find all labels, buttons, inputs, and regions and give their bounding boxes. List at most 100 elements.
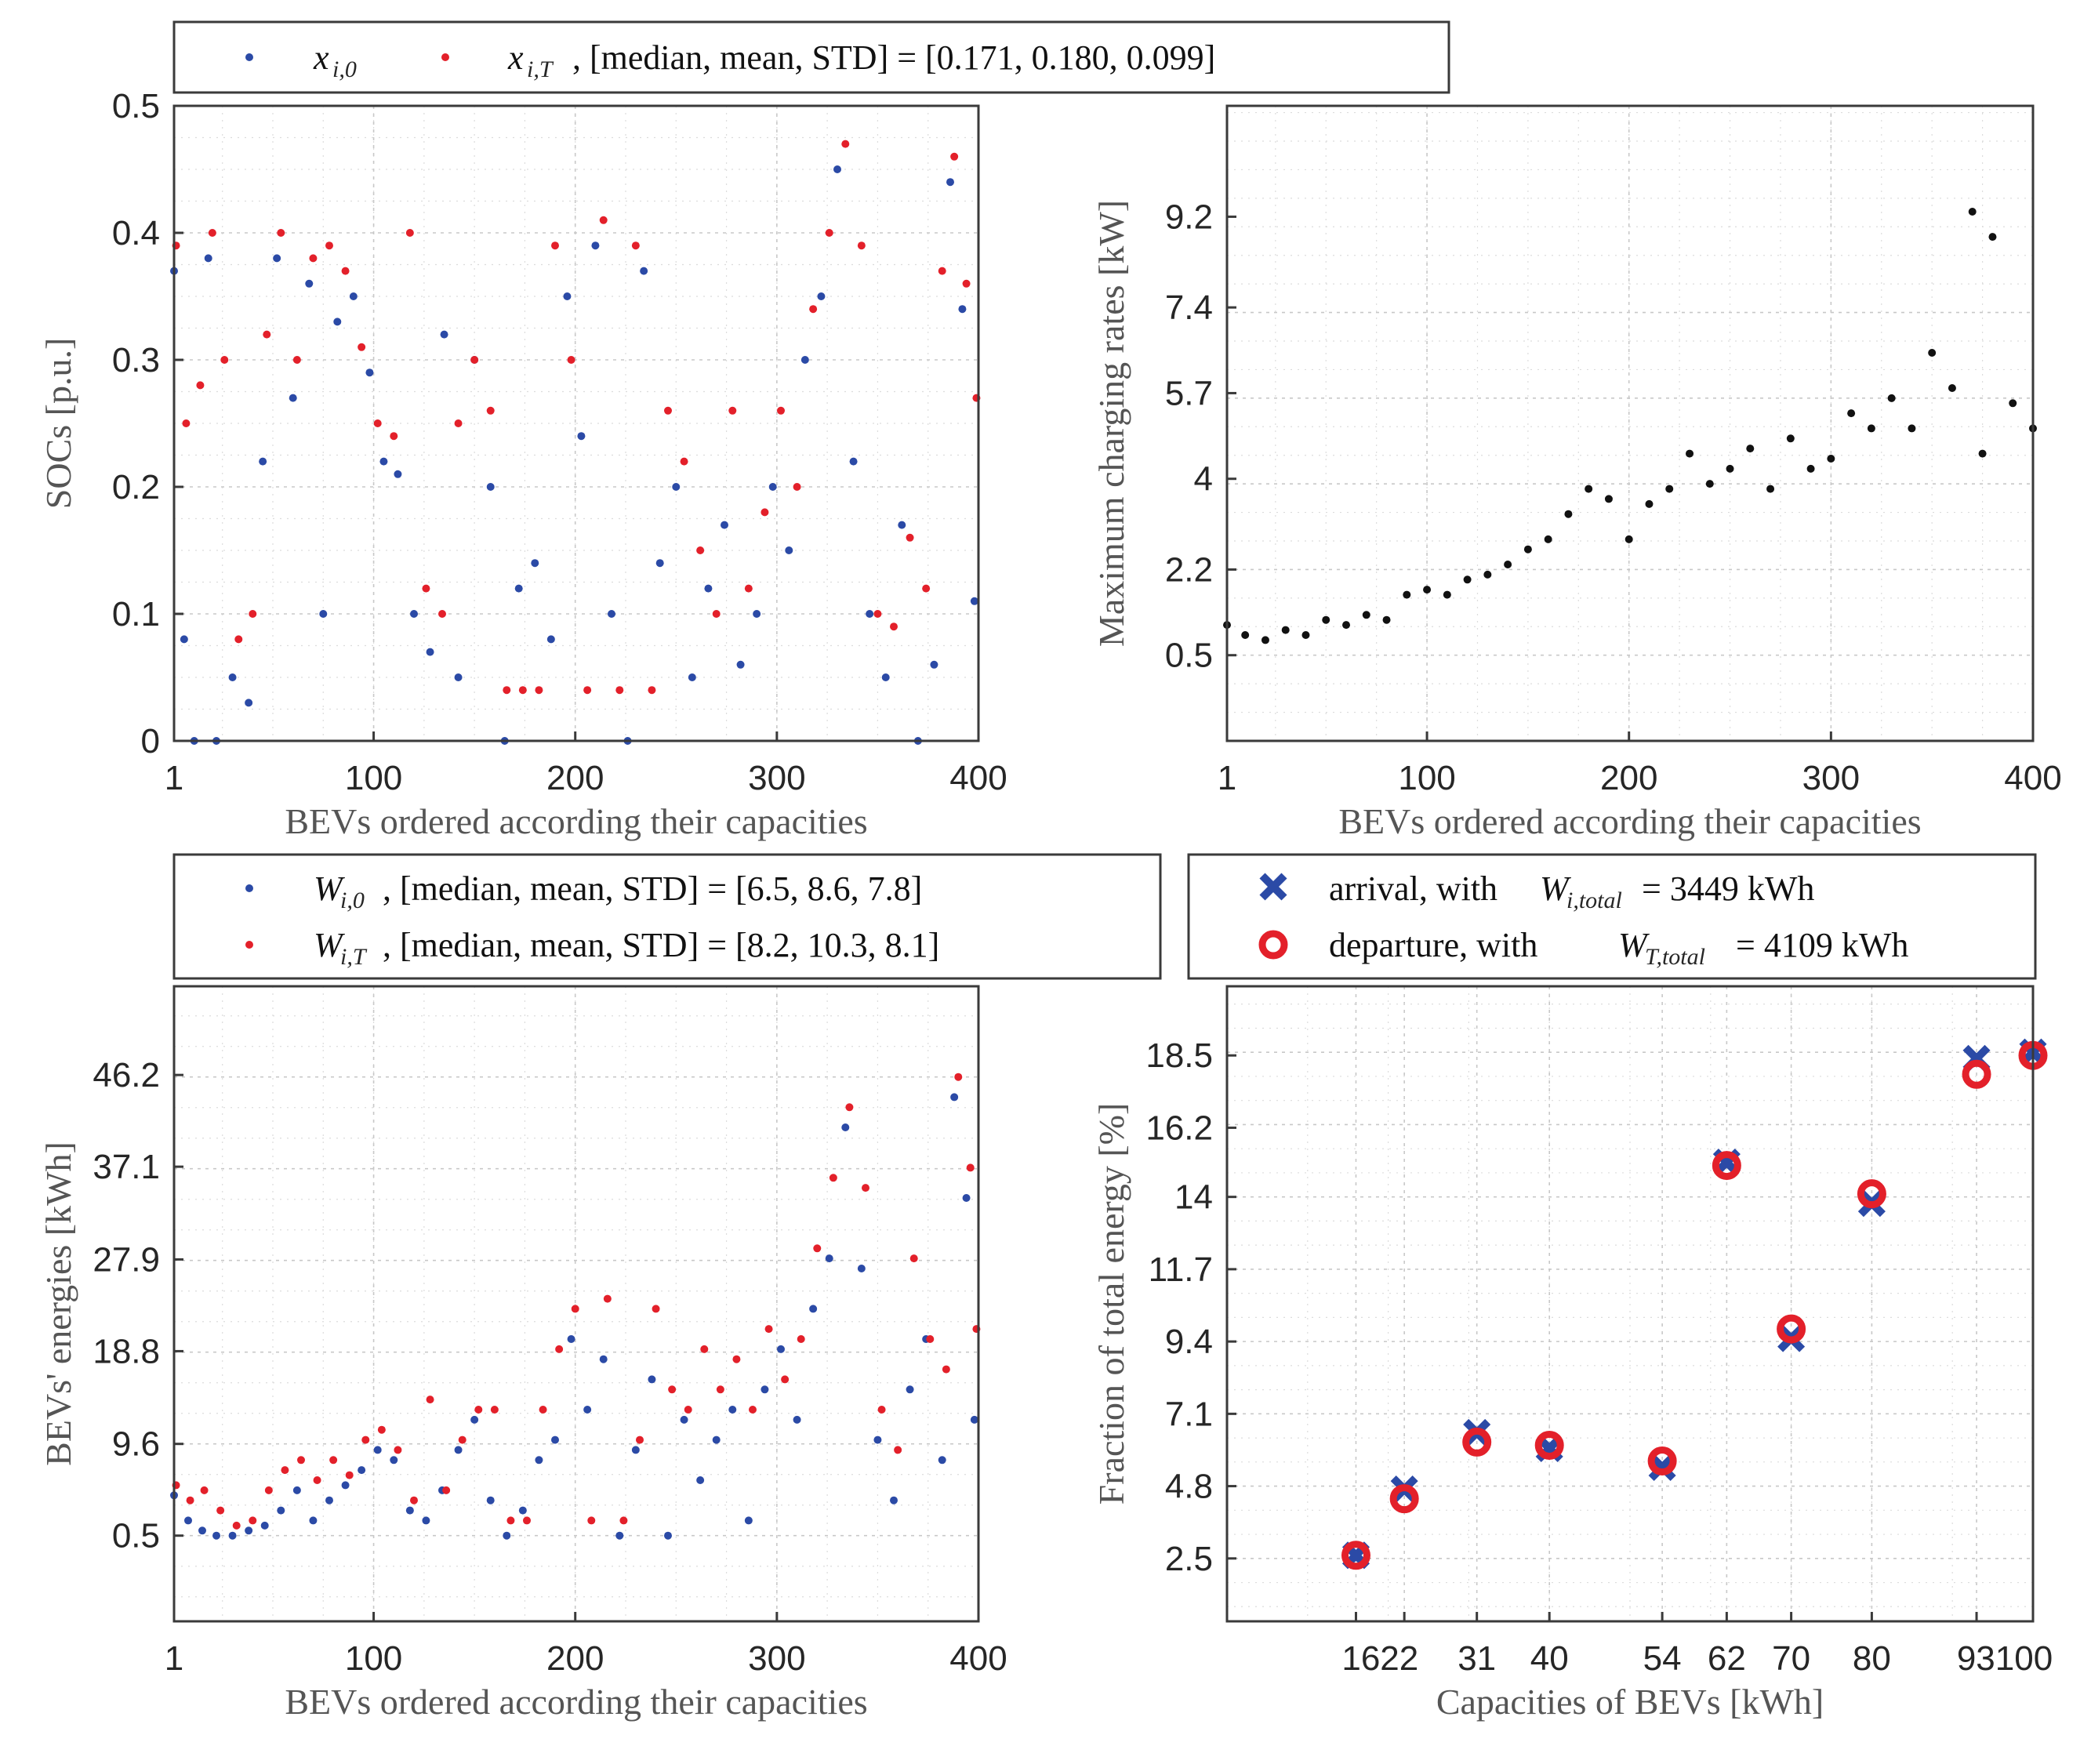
energies-point-w-i-t: [361, 1436, 370, 1444]
energies-point-w-i-0: [712, 1436, 721, 1444]
energies-point-w-i-0: [761, 1385, 769, 1394]
soc-point-x-i-t: [182, 419, 191, 427]
energies-ytick-label: 37.1: [93, 1148, 160, 1186]
rates-xtick-label: 300: [1802, 759, 1860, 797]
rates-ytick-label: 2.2: [1165, 550, 1213, 589]
rates-point-max-rate: [1988, 233, 1997, 241]
energies-point-w-i-t: [926, 1335, 935, 1343]
energies-point-w-i-t: [862, 1184, 869, 1192]
rates-xtick-label: 200: [1600, 759, 1657, 797]
legend-soc-xT-label: x: [507, 38, 524, 77]
soc-point-x-i-0: [426, 648, 434, 656]
rates-point-max-rate: [1504, 561, 1512, 568]
soc-point-x-i-t: [567, 356, 575, 364]
rates-point-max-rate: [1423, 586, 1432, 594]
energies-point-w-i-0: [744, 1516, 753, 1525]
legend-fraction: arrival, with W i,total = 3449 kWh depar…: [1187, 853, 2037, 980]
energies-point-w-i-t: [377, 1425, 386, 1434]
rates-ytick-label: 0.5: [1165, 637, 1213, 675]
energies-point-w-i-0: [390, 1456, 398, 1465]
soc-point-x-i-0: [349, 292, 358, 300]
soc-point-x-i-0: [531, 559, 539, 568]
fraction-point-departure: [1647, 1446, 1677, 1475]
soc-point-x-i-t: [664, 406, 672, 415]
legend-fraction-marker-arrival: [1259, 873, 1287, 901]
energies-point-w-i-t: [555, 1345, 564, 1353]
soc-point-x-i-t: [841, 140, 850, 148]
energies-point-w-i-0: [696, 1476, 705, 1484]
legend-soc-marker-xT: [441, 53, 449, 61]
energies-point-w-i-0: [535, 1456, 543, 1465]
soc-point-x-i-t: [680, 457, 688, 466]
energies-point-w-i-t: [966, 1163, 975, 1172]
energies-xlabel: BEVs ordered according their capacities: [285, 1682, 867, 1722]
energies-point-w-i-t: [700, 1345, 709, 1353]
legend-energy-wT-sub: i,T: [340, 944, 368, 970]
energies-point-w-i-t: [732, 1355, 741, 1363]
soc-point-x-i-t: [470, 356, 479, 364]
energies-point-w-i-t: [909, 1254, 918, 1263]
energies-point-w-i-t: [716, 1385, 724, 1394]
energies-point-w-i-0: [950, 1093, 959, 1102]
energies-ytick-label: 18.8: [93, 1332, 160, 1370]
soc-point-x-i-0: [180, 635, 188, 644]
soc-point-x-i-0: [721, 521, 728, 529]
soc-ytick-label: 0.1: [112, 595, 160, 633]
soc-point-x-i-t: [648, 686, 656, 695]
energies-point-w-i-0: [518, 1506, 527, 1515]
rates-point-max-rate: [1564, 510, 1573, 518]
rates-xlabel: BEVs ordered according their capacities: [1338, 801, 1921, 841]
energies-point-w-i-t: [394, 1446, 402, 1454]
energies-point-w-i-0: [873, 1436, 882, 1444]
energies-point-w-i-t: [200, 1486, 209, 1494]
energies-point-w-i-0: [648, 1375, 656, 1384]
energies-ytick-label: 0.5: [112, 1517, 160, 1555]
legend-fraction-arrival-total: = 3449 kWh: [1642, 869, 1814, 908]
soc-point-x-i-t: [712, 610, 721, 618]
energies-point-w-i-t: [186, 1496, 194, 1504]
fraction-xtick-label: 40: [1530, 1639, 1569, 1678]
fraction-ytick-label: 16.2: [1145, 1109, 1213, 1147]
soc-point-x-i-0: [245, 699, 253, 707]
energies-point-w-i-0: [503, 1531, 511, 1540]
rates-point-max-rate: [1625, 535, 1633, 543]
rates-point-max-rate: [1301, 631, 1310, 639]
rates-point-max-rate: [1786, 434, 1795, 443]
soc-point-x-i-0: [577, 432, 586, 441]
legend-fraction-arrival-sub: i,total: [1566, 887, 1622, 913]
legend-fraction-arrival-pre: arrival, with: [1329, 869, 1497, 908]
energies-point-w-i-t: [297, 1456, 305, 1465]
soc-point-x-i-t: [728, 406, 737, 415]
soc-ytick-label: 0.5: [112, 87, 160, 125]
energies-point-w-i-0: [551, 1436, 559, 1444]
fraction-point-departure: [1712, 1151, 1741, 1181]
soc-point-x-i-0: [785, 546, 793, 554]
soc-point-x-i-t: [405, 229, 414, 237]
soc-point-x-i-t: [249, 610, 257, 618]
energies-point-w-i-0: [841, 1123, 850, 1131]
soc-point-x-i-0: [546, 635, 555, 644]
energies-point-w-i-t: [954, 1073, 963, 1081]
soc-point-x-i-t: [277, 229, 285, 237]
soc-point-x-i-0: [704, 584, 713, 593]
fraction-ytick-label: 9.4: [1165, 1323, 1213, 1361]
energies-point-w-i-t: [216, 1506, 225, 1515]
soc-xtick-label: 100: [345, 759, 402, 797]
soc-point-x-i-0: [440, 330, 448, 339]
chart-energies: 1 100 200 300 400 0.5 9.6 18.8 27.9 37.1 46.2 BEVs …: [38, 985, 1007, 1722]
soc-xtick-label: 200: [546, 759, 604, 797]
soc-point-x-i-t: [390, 432, 398, 441]
energies-point-w-i-t: [636, 1436, 644, 1444]
energies-point-w-i-t: [426, 1396, 434, 1404]
rates-point-max-rate: [1463, 575, 1472, 584]
energies-point-w-i-0: [728, 1406, 737, 1414]
energies-point-w-i-0: [358, 1466, 366, 1475]
soc-xtick-label: 1: [165, 759, 183, 797]
soc-point-x-i-0: [672, 483, 681, 491]
rates-ytick-label: 9.2: [1165, 198, 1213, 236]
legend-soc-x0-label: x: [313, 38, 329, 77]
energies-point-w-i-t: [877, 1406, 886, 1414]
soc-xtick-label: 300: [748, 759, 805, 797]
soc-point-x-i-t: [551, 241, 559, 250]
energies-point-w-i-t: [539, 1406, 547, 1414]
